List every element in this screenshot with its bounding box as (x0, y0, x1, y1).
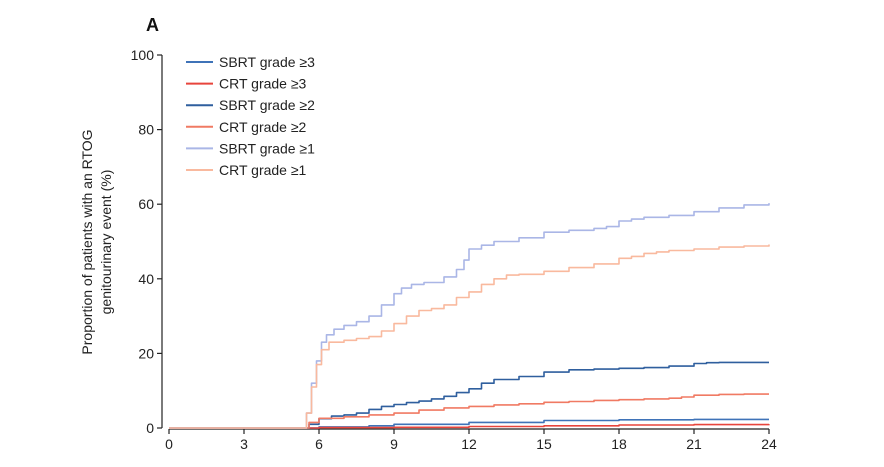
legend-label: CRT grade ≥2 (219, 119, 307, 135)
y-axis-label-line: genitourinary event (%) (98, 170, 114, 315)
y-tick-label: 60 (138, 196, 154, 212)
legend-item: SBRT grade ≥1 (186, 140, 315, 156)
legend-item: SBRT grade ≥2 (186, 97, 315, 113)
series-line-5 (169, 203, 770, 429)
series-line-4 (169, 393, 769, 429)
legend-label: CRT grade ≥3 (219, 76, 307, 92)
legend-label: SBRT grade ≥1 (219, 140, 315, 156)
x-tick-label: 21 (686, 436, 702, 452)
x-tick-label: 9 (390, 436, 398, 452)
series-layer (169, 203, 770, 429)
axes: 0 20 40 60 80 100 0 3 6 9 12 15 18 21 24 (131, 47, 777, 452)
x-tick-label: 24 (761, 436, 777, 452)
x-tick-label: 0 (165, 436, 173, 452)
series-line-3 (169, 361, 769, 429)
y-tick-label: 80 (138, 122, 154, 138)
y-tick-label: 100 (131, 47, 155, 63)
y-tick-label: 0 (146, 420, 154, 436)
x-tick-label: 12 (461, 436, 477, 452)
series-line-6 (169, 244, 770, 429)
x-tick-label: 6 (315, 436, 323, 452)
legend-label: SBRT grade ≥2 (219, 97, 315, 113)
legend: SBRT grade ≥3 CRT grade ≥3 SBRT grade ≥2 CR… (186, 54, 315, 178)
y-axis-label-line: Proportion of patients with an RTOG (79, 129, 95, 354)
y-tick-label: 40 (138, 271, 154, 287)
y-tick-label: 20 (138, 345, 154, 361)
panel-label: A (146, 15, 159, 35)
legend-item: CRT grade ≥2 (186, 119, 307, 135)
legend-item: SBRT grade ≥3 (186, 54, 315, 70)
x-tick-label: 15 (536, 436, 552, 452)
y-axis-label: Proportion of patients with an RTOG genit… (79, 129, 114, 354)
legend-item: CRT grade ≥3 (186, 76, 307, 92)
x-tick-label: 18 (611, 436, 627, 452)
legend-label: SBRT grade ≥3 (219, 54, 315, 70)
x-tick-label: 3 (240, 436, 248, 452)
legend-label: CRT grade ≥1 (219, 162, 307, 178)
series-line-2 (169, 423, 770, 429)
legend-item: CRT grade ≥1 (186, 162, 307, 178)
